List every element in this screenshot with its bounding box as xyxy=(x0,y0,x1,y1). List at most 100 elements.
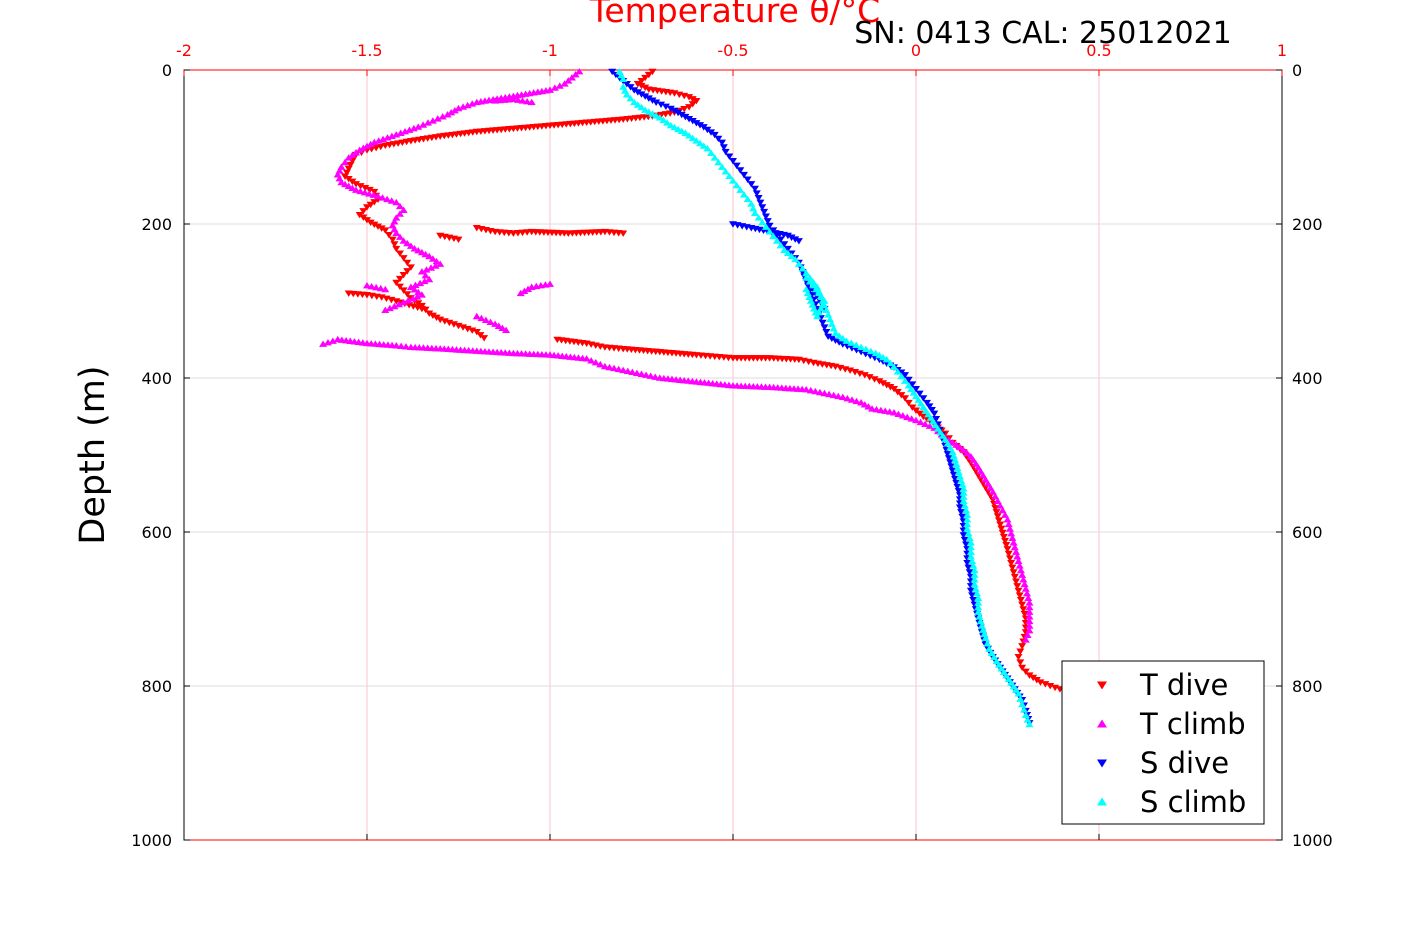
data-point xyxy=(392,131,401,138)
series-t-dive xyxy=(341,68,1074,696)
data-point xyxy=(901,372,910,379)
data-point xyxy=(403,291,412,298)
data-point xyxy=(783,232,792,240)
y-tick-label-left: 800 xyxy=(141,677,172,696)
data-point xyxy=(472,312,481,320)
legend-label-t-dive: T dive xyxy=(1139,668,1228,702)
data-point xyxy=(657,101,666,108)
data-point xyxy=(954,488,963,495)
data-point xyxy=(944,455,953,462)
data-point xyxy=(930,410,939,418)
data-point xyxy=(997,525,1006,533)
data-point xyxy=(803,289,812,297)
data-point xyxy=(904,376,913,384)
data-point xyxy=(365,186,374,194)
data-point xyxy=(725,153,734,160)
data-point xyxy=(966,548,975,555)
data-point xyxy=(765,222,774,230)
data-point xyxy=(954,468,963,476)
data-point xyxy=(1010,543,1019,551)
data-point xyxy=(974,608,983,615)
data-point xyxy=(459,103,468,110)
data-point xyxy=(1025,720,1034,728)
data-point xyxy=(811,308,820,316)
data-point xyxy=(835,332,844,339)
data-point xyxy=(360,188,369,196)
data-point xyxy=(971,585,980,592)
data-point xyxy=(783,245,792,253)
data-point xyxy=(637,82,646,90)
data-point xyxy=(346,161,355,169)
data-point xyxy=(370,199,379,206)
data-point xyxy=(417,268,426,275)
data-point xyxy=(420,277,429,285)
data-point xyxy=(417,305,426,313)
data-point xyxy=(666,105,675,113)
data-point xyxy=(374,137,383,144)
y-tick-label-left: 600 xyxy=(141,523,172,542)
data-point xyxy=(344,176,353,183)
data-point xyxy=(1004,550,1013,558)
data-point xyxy=(628,368,637,376)
data-point xyxy=(388,236,397,243)
data-point xyxy=(633,81,642,88)
data-point xyxy=(363,204,371,211)
data-point xyxy=(802,385,811,393)
legend-label-t-climb: T climb xyxy=(1139,707,1246,741)
data-point xyxy=(812,285,821,293)
data-point xyxy=(688,118,697,125)
data-point xyxy=(857,343,866,350)
data-point xyxy=(747,200,756,207)
data-point xyxy=(947,463,956,470)
data-point xyxy=(372,283,381,291)
data-point xyxy=(399,298,408,306)
data-point xyxy=(710,154,719,161)
data-point xyxy=(964,564,973,572)
data-point xyxy=(421,271,430,279)
data-point xyxy=(798,265,807,272)
data-point xyxy=(747,181,756,188)
data-point xyxy=(405,126,414,133)
data-point xyxy=(710,131,719,139)
legend-marker xyxy=(1097,759,1107,768)
data-point xyxy=(976,617,985,625)
data-point xyxy=(962,506,971,514)
y-tick-label-right: 0 xyxy=(1292,61,1302,80)
data-point xyxy=(399,206,408,213)
data-point xyxy=(567,74,576,81)
data-point xyxy=(355,211,364,219)
data-point xyxy=(395,202,404,210)
data-point xyxy=(721,168,730,175)
data-point xyxy=(387,197,396,204)
data-point xyxy=(663,119,672,126)
data-point xyxy=(852,341,861,348)
data-point xyxy=(390,241,399,248)
data-point xyxy=(870,376,879,383)
data-point xyxy=(1008,564,1017,572)
data-point xyxy=(825,390,834,398)
data-point xyxy=(772,237,781,244)
data-point xyxy=(1007,560,1016,567)
data-point xyxy=(685,115,694,123)
data-point xyxy=(1004,520,1013,528)
data-point xyxy=(879,380,888,387)
data-point xyxy=(838,393,847,401)
data-point xyxy=(383,195,392,203)
data-point xyxy=(999,533,1008,541)
data-point xyxy=(378,194,387,201)
data-point xyxy=(703,144,712,152)
data-point xyxy=(1025,603,1034,611)
data-point xyxy=(1025,599,1034,606)
data-point xyxy=(886,384,895,391)
data-point xyxy=(1014,690,1023,697)
data-point xyxy=(754,214,763,221)
data-point xyxy=(919,413,928,421)
data-point xyxy=(1046,682,1055,690)
x-tick-label: 1 xyxy=(1277,41,1287,60)
data-point xyxy=(1029,674,1038,682)
data-point xyxy=(827,335,836,342)
data-point xyxy=(432,314,441,322)
data-point xyxy=(402,343,411,350)
data-point xyxy=(813,312,822,320)
data-point xyxy=(406,242,415,249)
